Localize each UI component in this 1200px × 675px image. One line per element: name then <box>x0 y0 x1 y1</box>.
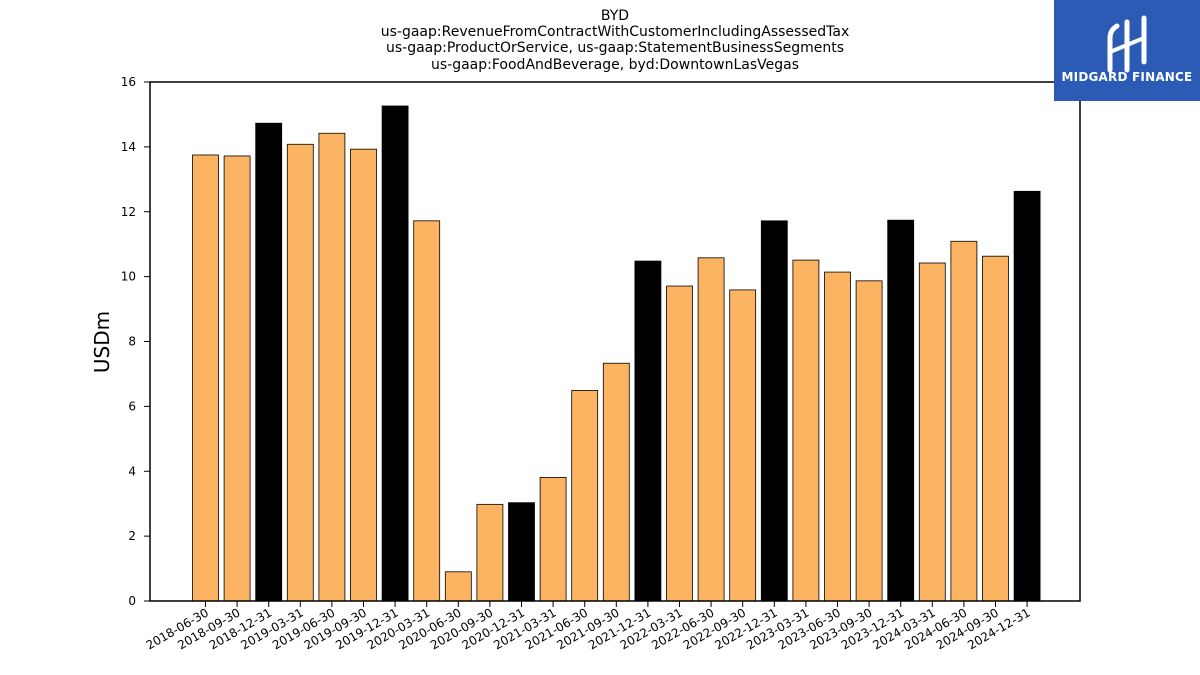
y-tick-label: 14 <box>121 140 136 154</box>
bar-2024-06-30 <box>950 240 978 602</box>
bar-2023-06-30 <box>824 271 851 602</box>
bar-2019-09-30 <box>350 148 377 602</box>
y-axis: 0 2 4 6 8 10 12 14 16 <box>121 75 150 608</box>
bar-2022-09-30 <box>729 289 757 602</box>
bar-2021-09-30 <box>602 362 630 602</box>
y-tick-label: 4 <box>128 464 136 478</box>
y-tick-label: 10 <box>121 270 136 284</box>
bar-2022-06-30 <box>697 257 725 602</box>
x-axis: 2018-06-302018-09-302018-12-312019-03-31… <box>144 601 1033 652</box>
bar-2019-06-30 <box>318 132 346 602</box>
bar-2022-12-31 <box>760 220 788 602</box>
bar-2018-12-31 <box>255 122 283 602</box>
bar-2022-03-31 <box>666 285 693 602</box>
midgard-logo-icon <box>1107 15 1147 73</box>
bar-2020-06-30 <box>444 571 472 602</box>
bar-2023-09-30 <box>855 280 883 602</box>
bar-2024-09-30 <box>982 255 1009 602</box>
bar-2024-12-31 <box>1013 190 1041 602</box>
bar-2020-03-31 <box>413 220 441 602</box>
bar-2023-12-31 <box>887 219 915 602</box>
y-tick-label: 12 <box>121 205 136 219</box>
logo-text: MIDGARD FINANCE <box>1062 70 1193 84</box>
bar-2021-03-31 <box>539 477 567 602</box>
chart-title-line: us-gaap:FoodAndBeverage, byd:DowntownLas… <box>431 57 799 73</box>
y-axis-label: USDm <box>90 311 114 373</box>
bar-2019-12-31 <box>381 105 409 602</box>
bar-2021-12-31 <box>634 260 662 602</box>
chart-title-line: BYD <box>601 8 629 24</box>
plot-frame <box>149 81 1081 602</box>
bar-2021-06-30 <box>571 390 599 602</box>
bar-2018-06-30 <box>192 154 219 602</box>
y-tick-label: 0 <box>128 594 136 608</box>
y-tick-label: 8 <box>128 335 136 349</box>
bar-2020-12-31 <box>508 502 535 602</box>
bar-2018-09-30 <box>223 155 251 602</box>
bar-2023-03-31 <box>792 259 820 602</box>
bar-series <box>192 105 1041 602</box>
brand-logo: MIDGARD FINANCE <box>1054 0 1200 101</box>
bar-2019-03-31 <box>286 143 314 602</box>
chart-title: BYD us-gaap:RevenueFromContractWithCusto… <box>381 8 850 73</box>
y-tick-label: 16 <box>121 75 136 89</box>
bar-2020-09-30 <box>476 503 504 602</box>
chart-title-line: us-gaap:ProductOrService, us-gaap:Statem… <box>386 40 844 56</box>
y-tick-label: 2 <box>128 529 136 543</box>
y-tick-label: 6 <box>128 399 136 413</box>
bar-2024-03-31 <box>918 262 946 602</box>
chart-title-line: us-gaap:RevenueFromContractWithCustomerI… <box>381 24 850 40</box>
